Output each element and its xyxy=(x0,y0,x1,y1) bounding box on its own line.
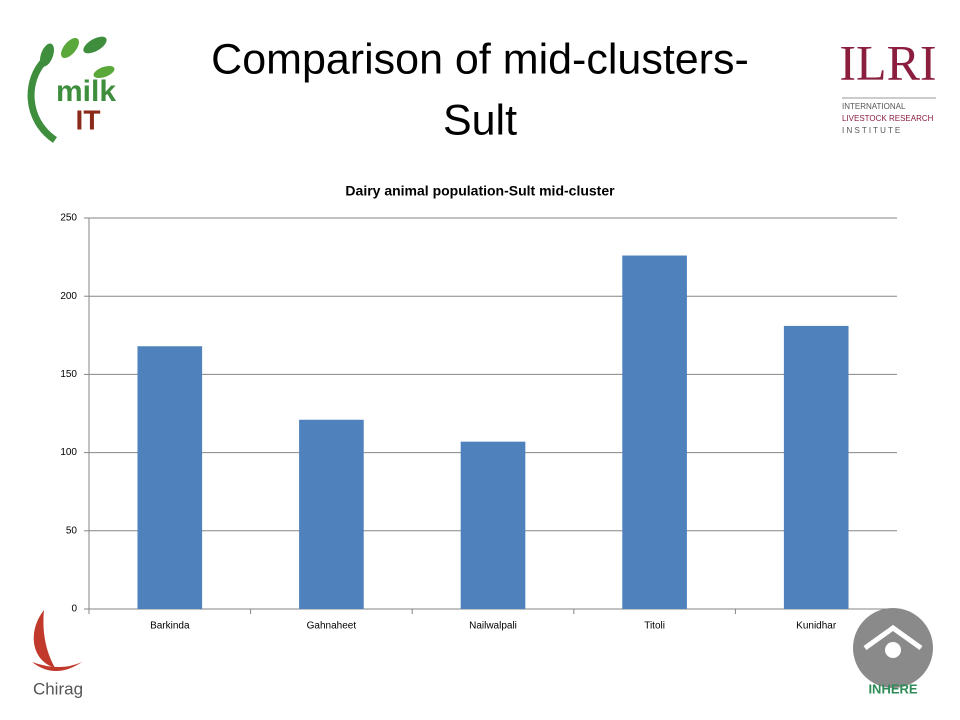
logo-text: IT xyxy=(76,104,101,135)
logo-text: I N S T I T U T E xyxy=(842,126,900,135)
bar xyxy=(622,255,687,609)
x-tick-label: Nailwalpali xyxy=(469,621,517,632)
y-tick-label: 200 xyxy=(60,291,77,302)
y-tick-label: 250 xyxy=(60,213,77,224)
slide-title: Sult xyxy=(443,96,517,144)
bar xyxy=(783,325,849,609)
logo-text: Chirag xyxy=(33,679,83,698)
y-tick-label: 0 xyxy=(71,604,77,615)
x-tick-label: Kunidhar xyxy=(796,621,837,632)
x-tick-label: Titoli xyxy=(644,621,665,632)
logo-text: INTERNATIONAL xyxy=(842,102,906,111)
bar xyxy=(137,346,203,609)
chart-title: Dairy animal population-Sult mid-cluster xyxy=(345,183,615,199)
logo-text: LIVESTOCK RESEARCH xyxy=(842,114,934,123)
inhere-logo: INHERE xyxy=(853,608,933,696)
x-tick-label: Gahnaheet xyxy=(307,621,357,632)
y-tick-label: 150 xyxy=(60,369,77,380)
logo-text: milk xyxy=(56,75,116,108)
logo-text: INHERE xyxy=(868,681,917,696)
milkit-logo: milk IT xyxy=(27,36,116,143)
bar xyxy=(299,419,364,609)
y-tick-label: 100 xyxy=(60,447,77,458)
x-tick-label: Barkinda xyxy=(150,621,190,632)
bar xyxy=(460,441,526,609)
logo-text: ILRI xyxy=(839,34,936,90)
y-tick-label: 50 xyxy=(66,525,78,536)
chirag-logo: Chirag xyxy=(32,610,83,698)
ilri-logo: ILRI INTERNATIONAL LIVESTOCK RESEARCH I … xyxy=(839,34,936,135)
slide-title: Comparison of mid-clusters- xyxy=(211,35,749,83)
